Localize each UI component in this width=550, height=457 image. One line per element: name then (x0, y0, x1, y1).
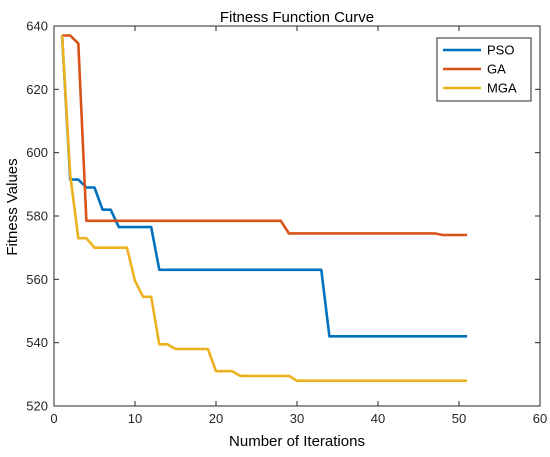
y-tick-label: 640 (26, 19, 48, 34)
y-tick-label: 540 (26, 335, 48, 350)
y-tick-label: 620 (26, 82, 48, 97)
x-tick-label: 40 (371, 411, 385, 426)
x-tick-label: 50 (452, 411, 466, 426)
plot-area: 0 10 20 30 40 50 60 520 540 560 580 600 620 640 (26, 19, 547, 427)
legend-label-mga: MGA (487, 81, 517, 96)
y-tick-label: 580 (26, 209, 48, 224)
series-line-mga (60, 35, 468, 383)
series-line-pso (60, 35, 468, 338)
x-tick-label: 60 (533, 411, 547, 426)
chart-title: Fitness Function Curve (220, 9, 374, 26)
x-axis-label: Number of Iterations (229, 433, 365, 450)
x-tick-label: 0 (50, 411, 57, 426)
legend-label-pso: PSO (487, 43, 514, 58)
y-tick-label: 520 (26, 399, 48, 414)
legend-label-ga: GA (487, 62, 506, 77)
x-tick-label: 10 (128, 411, 142, 426)
series-line-ga (62, 34, 468, 237)
x-tick-label: 20 (209, 411, 223, 426)
legend: PSO GA MGA (436, 37, 532, 102)
y-tick-label: 560 (26, 272, 48, 287)
x-tick-label: 30 (290, 411, 304, 426)
y-tick-label: 600 (26, 145, 48, 160)
y-axis-label: Fitness Values (4, 158, 21, 255)
